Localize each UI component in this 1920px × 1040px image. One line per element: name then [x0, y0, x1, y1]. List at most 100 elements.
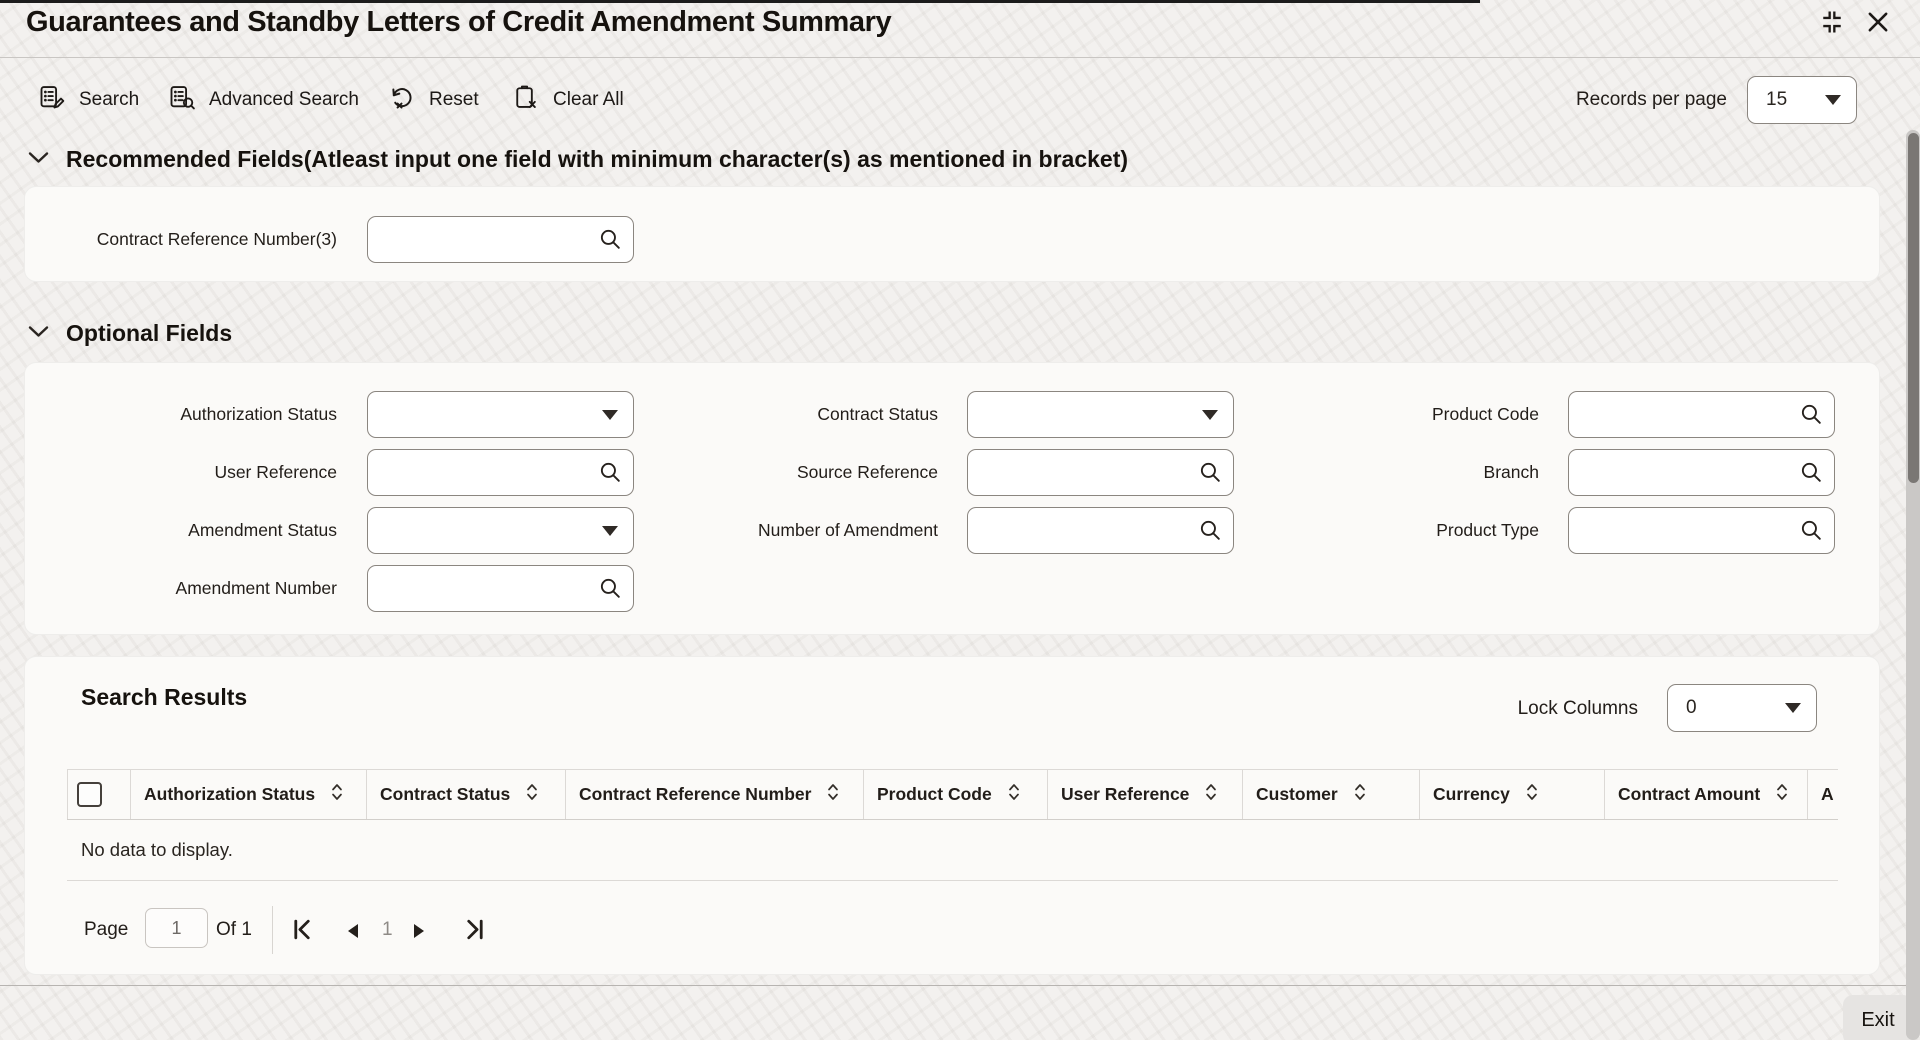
user-reference-label: User Reference — [214, 462, 337, 482]
lov-search-icon[interactable] — [598, 576, 623, 601]
lov-search-icon[interactable] — [1198, 460, 1223, 485]
product-type-field[interactable] — [1568, 507, 1835, 554]
lov-search-icon[interactable] — [1198, 518, 1223, 543]
page-label: Page — [84, 919, 129, 940]
search-results-card — [24, 656, 1880, 975]
sort-icon[interactable] — [1204, 780, 1218, 809]
results-table: Authorization Status Contract Status Con… — [67, 769, 1838, 881]
column-header-currency[interactable]: Currency — [1420, 770, 1605, 819]
amendment-status-label: Amendment Status — [188, 520, 337, 540]
clear-all-icon — [512, 83, 540, 117]
prev-page-button[interactable] — [346, 923, 360, 942]
branch-input[interactable] — [1569, 450, 1799, 495]
contract-reference-number-field[interactable] — [367, 216, 634, 263]
last-page-icon — [462, 916, 489, 946]
empty-row: No data to display. — [67, 820, 1838, 881]
select-all-checkbox[interactable] — [77, 782, 102, 807]
recommended-fields-card — [24, 186, 1880, 282]
column-header-clipped[interactable]: A — [1821, 784, 1834, 804]
contract-reference-number-input[interactable] — [368, 217, 598, 262]
lov-search-icon[interactable] — [1799, 402, 1824, 427]
optional-section-title: Optional Fields — [66, 320, 233, 346]
first-page-button[interactable] — [288, 916, 315, 946]
column-header-contract-status[interactable]: Contract Status — [367, 770, 566, 819]
search-button[interactable]: Search — [38, 80, 139, 120]
lov-search-icon[interactable] — [598, 227, 623, 252]
clear-all-button-label: Clear All — [553, 89, 624, 110]
search-edit-icon — [38, 83, 66, 117]
number-of-amendment-field[interactable] — [967, 507, 1234, 554]
sort-icon[interactable] — [330, 780, 344, 809]
lock-columns-select[interactable]: 0 — [1667, 684, 1817, 732]
contract-status-select[interactable] — [967, 391, 1234, 438]
source-reference-label: Source Reference — [796, 462, 938, 482]
user-reference-field[interactable] — [367, 449, 634, 496]
amendment-number-field[interactable] — [367, 565, 634, 612]
top-border-line — [0, 0, 1480, 3]
number-of-amendment-label: Number of Amendment — [758, 520, 938, 540]
advanced-search-icon — [168, 83, 196, 117]
lov-search-icon[interactable] — [1799, 518, 1824, 543]
page-input[interactable] — [145, 908, 208, 948]
sort-icon[interactable] — [1353, 780, 1367, 809]
column-header-contract-reference-number[interactable]: Contract Reference Number — [566, 770, 864, 819]
product-code-field[interactable] — [1568, 391, 1835, 438]
column-header-customer[interactable]: Customer — [1243, 770, 1420, 819]
lov-search-icon[interactable] — [598, 460, 623, 485]
dropdown-caret-icon — [1785, 703, 1801, 713]
contract-status-label: Contract Status — [817, 404, 938, 424]
amendment-number-input[interactable] — [368, 566, 598, 611]
product-type-input[interactable] — [1569, 508, 1799, 553]
product-code-input[interactable] — [1569, 392, 1799, 437]
branch-label: Branch — [1483, 462, 1539, 482]
column-header-product-code[interactable]: Product Code — [864, 770, 1048, 819]
search-results-title: Search Results — [81, 684, 248, 710]
next-page-button[interactable] — [412, 923, 426, 942]
sort-icon[interactable] — [1525, 780, 1539, 809]
restore-button[interactable] — [1816, 6, 1848, 38]
scrollbar-thumb[interactable] — [1907, 133, 1919, 483]
last-page-button[interactable] — [462, 916, 489, 946]
clear-all-button[interactable]: Clear All — [512, 80, 624, 120]
lock-columns-value: 0 — [1686, 697, 1697, 718]
recommended-collapse-chevron-icon[interactable] — [28, 151, 49, 169]
recommended-section-header: Recommended Fields(Atleast input one fie… — [28, 146, 1128, 173]
records-per-page-select[interactable]: 15 — [1747, 76, 1857, 124]
pagination-divider — [272, 906, 273, 954]
dropdown-caret-icon — [602, 409, 618, 420]
column-header-user-reference[interactable]: User Reference — [1048, 770, 1243, 819]
source-reference-input[interactable] — [968, 450, 1198, 495]
prev-page-icon — [346, 923, 360, 942]
first-page-icon — [288, 916, 315, 946]
sort-icon[interactable] — [525, 780, 539, 809]
source-reference-field[interactable] — [967, 449, 1234, 496]
sort-icon[interactable] — [1775, 780, 1789, 809]
user-reference-input[interactable] — [368, 450, 598, 495]
close-icon — [1864, 8, 1892, 36]
advanced-search-button[interactable]: Advanced Search — [168, 80, 359, 120]
current-page-number[interactable]: 1 — [382, 919, 393, 940]
results-table-header: Authorization Status Contract Status Con… — [67, 769, 1838, 820]
column-header-authorization-status[interactable]: Authorization Status — [131, 770, 367, 819]
optional-collapse-chevron-icon[interactable] — [28, 325, 49, 343]
number-of-amendment-input[interactable] — [968, 508, 1198, 553]
sort-icon[interactable] — [826, 780, 840, 809]
contract-reference-number-label: Contract Reference Number(3) — [96, 229, 337, 249]
branch-field[interactable] — [1568, 449, 1835, 496]
recommended-section-title: Recommended Fields(Atleast input one fie… — [66, 146, 1129, 172]
sort-icon[interactable] — [1007, 780, 1021, 809]
records-per-page-label: Records per page — [1575, 89, 1727, 110]
authorization-status-select[interactable] — [367, 391, 634, 438]
search-button-label: Search — [79, 89, 140, 110]
column-header-contract-amount[interactable]: Contract Amount — [1605, 770, 1808, 819]
restore-icon — [1818, 8, 1846, 36]
footer-divider — [0, 985, 1920, 986]
reset-button[interactable]: Reset — [388, 80, 479, 120]
product-code-label: Product Code — [1431, 404, 1539, 424]
vertical-scrollbar[interactable] — [1906, 130, 1920, 1040]
lov-search-icon[interactable] — [1799, 460, 1824, 485]
close-button[interactable] — [1862, 6, 1894, 38]
exit-button[interactable]: Exit — [1843, 995, 1913, 1040]
amendment-status-select[interactable] — [367, 507, 634, 554]
